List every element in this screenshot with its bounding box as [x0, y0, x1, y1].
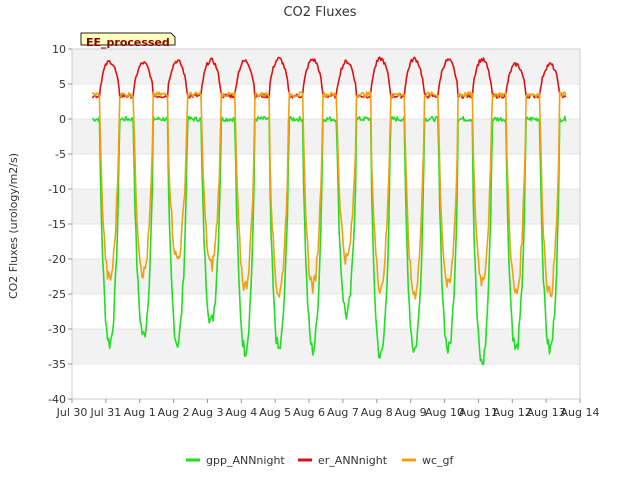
y-tick-label: -10 — [48, 183, 66, 196]
legend: gpp_ANNnight er_ANNnight wc_gf — [186, 454, 455, 467]
y-tick-label: 5 — [59, 78, 66, 91]
y-tick-label: -25 — [48, 288, 66, 301]
y-tick-label: -15 — [48, 218, 66, 231]
x-tick-label: Aug 14 — [561, 406, 600, 419]
x-tick-label: Aug 3 — [191, 406, 223, 419]
x-tick-label: Jul 31 — [89, 406, 121, 419]
y-tick-label: -35 — [48, 358, 66, 371]
processed-badge: EE_processed — [80, 32, 176, 49]
x-tick-label: Aug 7 — [327, 406, 359, 419]
y-axis: 10 5 0 -5 -10 -15 -20 -25 -30 -35 -40 — [48, 43, 72, 406]
x-tick-label: Aug 8 — [361, 406, 393, 419]
legend-label: er_ANNnight — [318, 454, 388, 467]
x-tick-label: Aug 6 — [293, 406, 325, 419]
y-tick-label: 0 — [59, 113, 66, 126]
plot-band — [72, 329, 580, 364]
x-tick-label: Jul 30 — [56, 406, 88, 419]
series-line-gpp_ANNnight — [92, 115, 567, 366]
plot-band — [72, 119, 580, 154]
x-tick-label: Aug 9 — [395, 406, 427, 419]
x-tick-label: Aug 1 — [124, 406, 156, 419]
y-tick-label: -30 — [48, 323, 66, 336]
plot-bands — [72, 49, 580, 364]
x-tick-label: Aug 2 — [158, 406, 190, 419]
chart-title: CO2 Fluxes — [283, 5, 356, 20]
x-tick-label: Aug 11 — [459, 406, 498, 419]
x-tick-label: Aug 4 — [225, 406, 257, 419]
legend-label: wc_gf — [422, 454, 455, 467]
y-axis-label: CO2 Fluxes (urology/m2/s) — [7, 153, 20, 299]
x-tick-label: Aug 13 — [527, 406, 566, 419]
plot-band — [72, 189, 580, 224]
x-axis: Jul 30 Jul 31 Aug 1 Aug 2 Aug 3 Aug 4 Aug 5 Aug… — [56, 399, 600, 419]
y-tick-label: -40 — [48, 393, 66, 406]
badge-label: EE_processed — [86, 36, 170, 49]
y-tick-label: -20 — [48, 253, 66, 266]
x-tick-label: Aug 10 — [425, 406, 464, 419]
y-tick-label: 10 — [52, 43, 66, 56]
series-layer — [91, 56, 567, 366]
plot-band — [72, 259, 580, 294]
x-tick-label: Aug 5 — [259, 406, 291, 419]
series-line-wc_gf — [91, 91, 567, 300]
x-tick-label: Aug 12 — [493, 406, 532, 419]
legend-label: gpp_ANNnight — [206, 454, 285, 467]
badge-box — [80, 32, 176, 46]
plot-band — [72, 49, 580, 84]
y-tick-label: -5 — [55, 148, 66, 161]
